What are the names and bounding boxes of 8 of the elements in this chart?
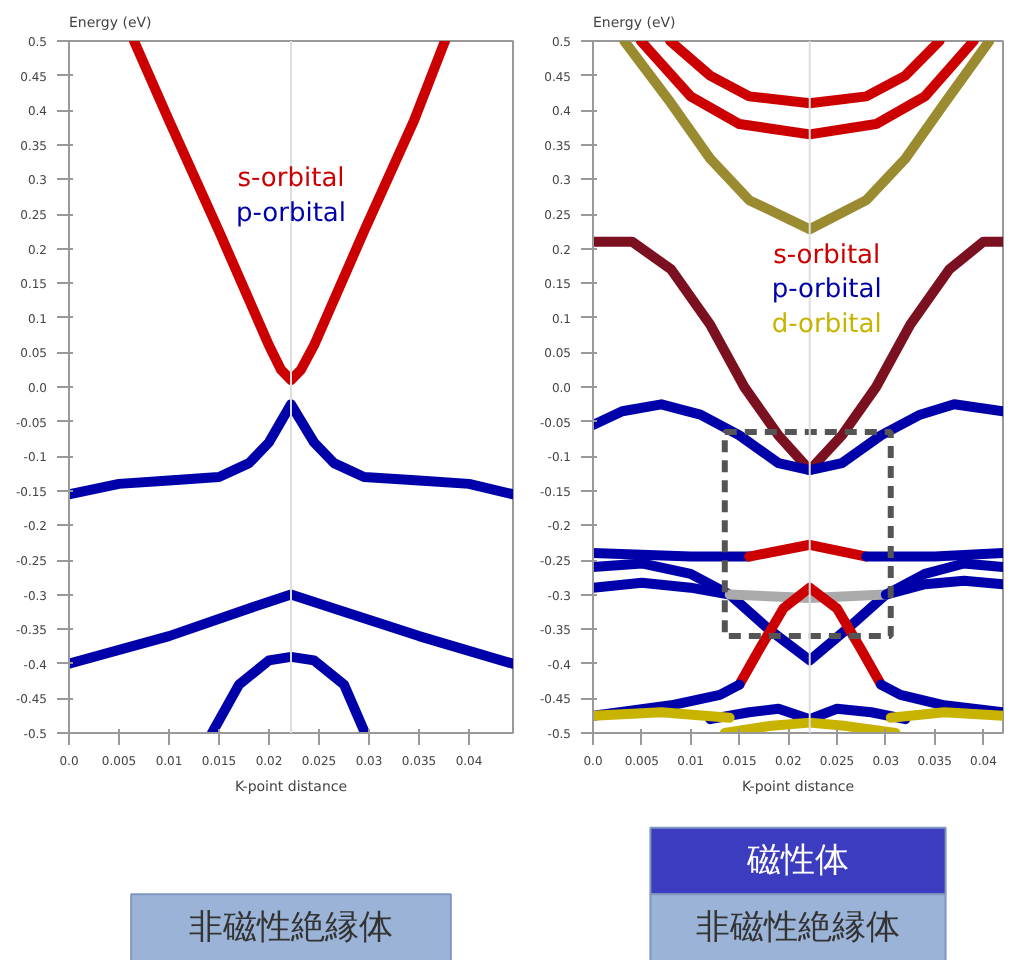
text: d-orbital bbox=[771, 309, 882, 340]
text: s-orbital bbox=[773, 240, 881, 271]
text: 非磁性絶縁体 bbox=[696, 907, 900, 948]
text: p-orbital bbox=[235, 199, 347, 229]
text: p-orbital bbox=[771, 275, 882, 306]
text: 非磁性絶縁体 bbox=[189, 907, 393, 948]
text: 磁性体 bbox=[745, 841, 849, 881]
series-label: s-orbital bbox=[237, 164, 345, 195]
